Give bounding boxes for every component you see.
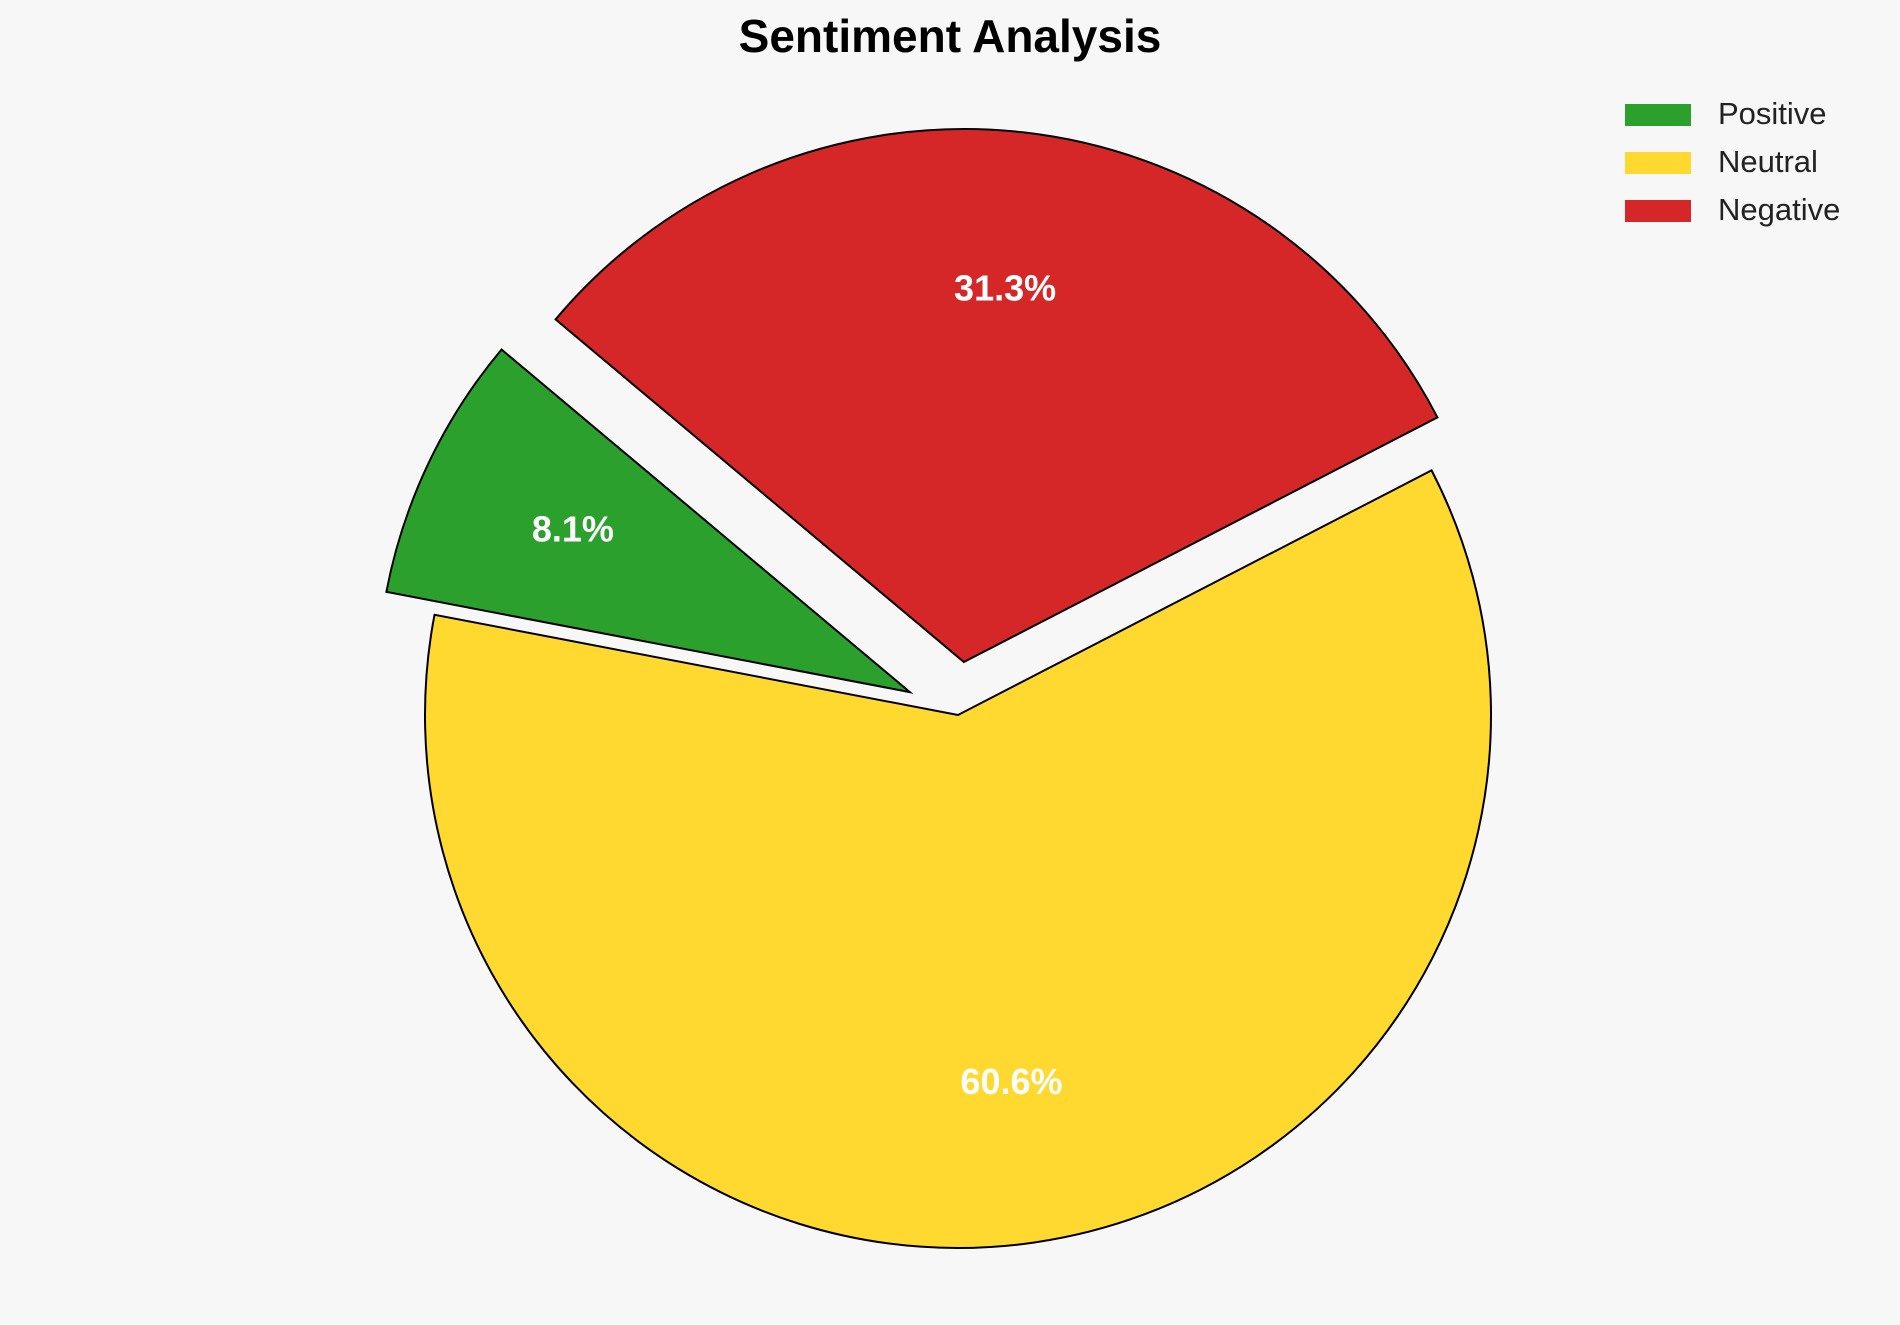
legend-label: Positive — [1718, 96, 1827, 131]
legend-label: Neutral — [1718, 144, 1818, 179]
legend-label: Negative — [1718, 192, 1840, 227]
pie-slice — [554, 128, 1439, 664]
slice-label: 60.6% — [960, 1061, 1062, 1102]
chart-title: Sentiment Analysis — [739, 10, 1162, 62]
legend-swatch — [1625, 200, 1691, 222]
legend-swatch — [1625, 104, 1691, 126]
pie-slice — [424, 469, 1492, 1249]
slice-label: 8.1% — [532, 508, 614, 549]
slice-label: 31.3% — [954, 268, 1056, 309]
pie-slice — [385, 348, 914, 694]
legend-swatch — [1625, 152, 1691, 174]
